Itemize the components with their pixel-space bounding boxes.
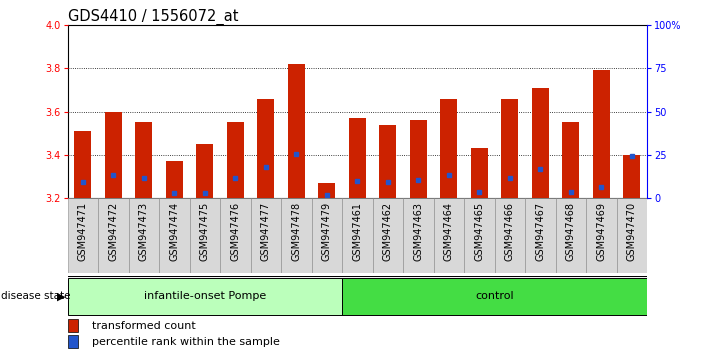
FancyBboxPatch shape — [311, 198, 342, 273]
Text: GSM947479: GSM947479 — [322, 202, 332, 261]
Text: GSM947467: GSM947467 — [535, 202, 545, 261]
FancyBboxPatch shape — [68, 278, 342, 315]
Bar — [68, 319, 78, 332]
FancyBboxPatch shape — [342, 198, 373, 273]
Text: percentile rank within the sample: percentile rank within the sample — [92, 337, 279, 347]
Text: GSM947464: GSM947464 — [444, 202, 454, 261]
Text: GSM947469: GSM947469 — [597, 202, 606, 261]
Bar — [471, 148, 488, 198]
Bar — [410, 120, 427, 198]
Text: GDS4410 / 1556072_at: GDS4410 / 1556072_at — [68, 8, 238, 25]
Bar — [288, 64, 305, 198]
Text: GSM947472: GSM947472 — [108, 202, 118, 261]
Text: GSM947471: GSM947471 — [77, 202, 87, 261]
Bar — [593, 70, 609, 198]
Text: GSM947475: GSM947475 — [200, 202, 210, 261]
FancyBboxPatch shape — [373, 198, 403, 273]
Text: GSM947466: GSM947466 — [505, 202, 515, 261]
FancyBboxPatch shape — [616, 198, 647, 273]
Bar — [380, 125, 396, 198]
FancyBboxPatch shape — [220, 198, 250, 273]
FancyBboxPatch shape — [586, 198, 616, 273]
Bar — [501, 98, 518, 198]
Text: GSM947461: GSM947461 — [352, 202, 363, 261]
FancyBboxPatch shape — [159, 198, 190, 273]
Bar — [166, 161, 183, 198]
Text: infantile-onset Pompe: infantile-onset Pompe — [144, 291, 266, 302]
Text: GSM947473: GSM947473 — [139, 202, 149, 261]
Text: ▶: ▶ — [57, 291, 65, 302]
Bar — [532, 88, 549, 198]
Bar — [624, 155, 640, 198]
Text: GSM947468: GSM947468 — [566, 202, 576, 261]
FancyBboxPatch shape — [403, 198, 434, 273]
Text: GSM947465: GSM947465 — [474, 202, 484, 261]
Text: GSM947476: GSM947476 — [230, 202, 240, 261]
FancyBboxPatch shape — [434, 198, 464, 273]
Bar — [68, 335, 78, 348]
FancyBboxPatch shape — [190, 198, 220, 273]
Text: GSM947478: GSM947478 — [292, 202, 301, 261]
Text: control: control — [475, 291, 514, 302]
Text: GSM947462: GSM947462 — [383, 202, 392, 261]
Text: GSM947474: GSM947474 — [169, 202, 179, 261]
Bar — [562, 122, 579, 198]
Text: transformed count: transformed count — [92, 321, 196, 331]
FancyBboxPatch shape — [464, 198, 495, 273]
FancyBboxPatch shape — [68, 198, 98, 273]
Bar — [319, 183, 335, 198]
Bar — [440, 98, 457, 198]
FancyBboxPatch shape — [281, 198, 311, 273]
FancyBboxPatch shape — [129, 198, 159, 273]
Bar — [349, 118, 365, 198]
FancyBboxPatch shape — [555, 198, 586, 273]
Bar — [105, 112, 122, 198]
FancyBboxPatch shape — [342, 278, 647, 315]
Bar — [227, 122, 244, 198]
Text: GSM947463: GSM947463 — [413, 202, 423, 261]
Bar — [75, 131, 91, 198]
FancyBboxPatch shape — [495, 198, 525, 273]
FancyBboxPatch shape — [98, 198, 129, 273]
FancyBboxPatch shape — [525, 198, 555, 273]
FancyBboxPatch shape — [250, 198, 281, 273]
Bar — [135, 122, 152, 198]
Bar — [196, 144, 213, 198]
Text: GSM947477: GSM947477 — [261, 202, 271, 261]
Bar — [257, 98, 274, 198]
Text: GSM947470: GSM947470 — [627, 202, 637, 261]
Text: disease state: disease state — [1, 291, 70, 302]
